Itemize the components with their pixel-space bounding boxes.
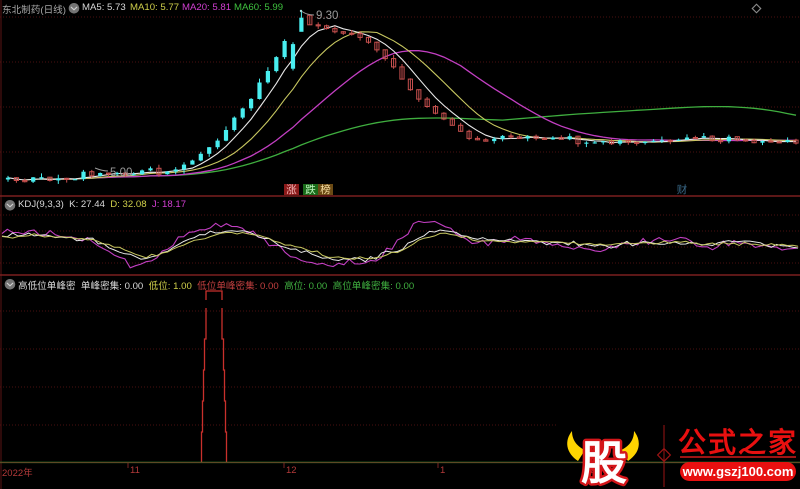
- svg-text:榜: 榜: [320, 183, 331, 196]
- svg-text:涨: 涨: [286, 184, 297, 196]
- svg-text:股: 股: [581, 437, 627, 489]
- svg-text:5.00: 5.00: [110, 167, 132, 179]
- svg-text:9.30: 9.30: [316, 10, 338, 22]
- svg-text:跌: 跌: [305, 183, 316, 196]
- svg-text:财: 财: [677, 183, 688, 196]
